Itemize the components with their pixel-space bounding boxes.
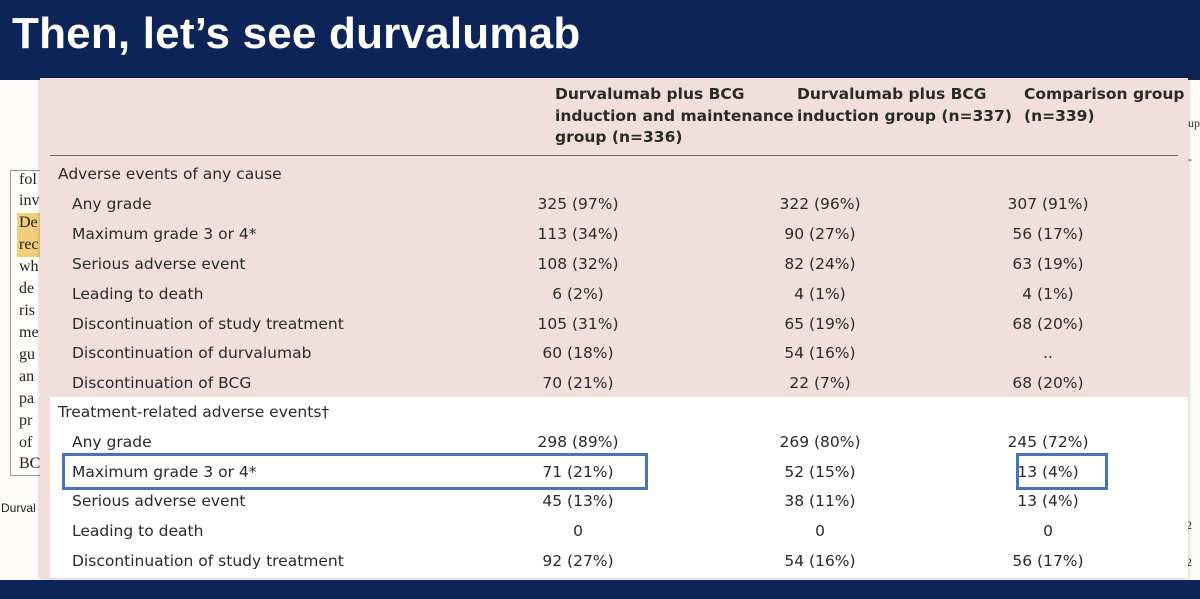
table-cell: 65 (19%) xyxy=(784,315,856,333)
column-header-induction-maintenance: Durvalumab plus BCG induction and mainte… xyxy=(555,84,794,149)
excerpt-fragment: of xyxy=(19,434,33,451)
row-label: Leading to death xyxy=(72,522,204,540)
table-cell: 68 (20%) xyxy=(1012,374,1084,392)
header-line: induction and maintenance xyxy=(555,106,794,125)
excerpt-fragment: an xyxy=(19,368,35,385)
table-cell: 82 (24%) xyxy=(784,255,856,273)
slide-bottom-bar xyxy=(0,580,1200,599)
table-cell: 4 (1%) xyxy=(794,285,846,303)
excerpt-fragment: gu xyxy=(19,346,35,363)
excerpt-fragment: de xyxy=(19,280,35,297)
background-figure-caption: Durval xyxy=(1,501,36,515)
excerpt-fragment: wh xyxy=(19,258,39,275)
table-cell: 92 (27%) xyxy=(542,552,614,570)
table-cell: 45 (13%) xyxy=(542,492,614,510)
row-label: Leading to death xyxy=(72,285,204,303)
excerpt-fragment: De xyxy=(19,214,38,231)
table-cell: 13 (4%) xyxy=(1017,463,1079,481)
table-cell: 4 (1%) xyxy=(1022,285,1074,303)
excerpt-fragment: pa xyxy=(19,390,35,407)
table-cell: .. xyxy=(1043,344,1053,362)
row-label: Serious adverse event xyxy=(72,492,246,510)
excerpt-fragment: BC xyxy=(19,455,41,472)
shaded-region xyxy=(40,78,1188,397)
slide-title-bar: Then, let’s see durvalumab xyxy=(0,0,1200,80)
table-cell: 0 xyxy=(573,522,583,540)
table-cell: 90 (27%) xyxy=(784,225,856,243)
table-cell: 113 (34%) xyxy=(537,225,619,243)
row-label: Maximum grade 3 or 4* xyxy=(72,463,257,481)
header-line: Durvalumab plus BCG xyxy=(797,85,987,103)
table-cell: 108 (32%) xyxy=(537,255,619,273)
excerpt-fragment: rec xyxy=(19,236,39,253)
row-label: Discontinuation of durvalumab xyxy=(72,344,312,362)
column-header-comparison: Comparison group (n=339) xyxy=(1024,84,1185,127)
row-label: Discontinuation of BCG xyxy=(72,374,252,392)
table-cell: 38 (11%) xyxy=(784,492,856,510)
row-label: Any grade xyxy=(72,433,152,451)
adverse-events-table: Durvalumab plus BCG induction and mainte… xyxy=(40,78,1188,578)
row-label: Discontinuation of study treatment xyxy=(72,552,344,570)
slide-title: Then, let’s see durvalumab xyxy=(12,9,581,58)
table-cell: 68 (20%) xyxy=(1012,315,1084,333)
highlight-box-grade-3-4-row xyxy=(62,453,648,490)
table-cell: 0 xyxy=(1043,522,1053,540)
header-line: Comparison group xyxy=(1024,85,1185,103)
excerpt-fragment: me xyxy=(19,324,39,341)
table-cell: 325 (97%) xyxy=(537,195,619,213)
header-line: induction group (n=337) xyxy=(797,106,1012,125)
header-line: Durvalumab plus BCG xyxy=(555,85,745,103)
excerpt-fragment: ris xyxy=(19,302,35,319)
table-cell: 56 (17%) xyxy=(1012,225,1084,243)
section-label-any-cause: Adverse events of any cause xyxy=(58,165,282,183)
table-cell: 56 (17%) xyxy=(1012,552,1084,570)
table-cell: 105 (31%) xyxy=(537,315,619,333)
header-divider xyxy=(50,155,1178,156)
excerpt-fragment: pr xyxy=(19,412,33,429)
table-cell: 269 (80%) xyxy=(779,433,861,451)
table-cell: 322 (96%) xyxy=(779,195,861,213)
column-header-induction: Durvalumab plus BCG induction group (n=3… xyxy=(797,84,1012,127)
table-cell: 60 (18%) xyxy=(542,344,614,362)
table-cell: 6 (2%) xyxy=(552,285,604,303)
table-cell: 71 (21%) xyxy=(542,463,614,481)
row-label: Maximum grade 3 or 4* xyxy=(72,225,257,243)
table-cell: 0 xyxy=(815,522,825,540)
table-cell: 54 (16%) xyxy=(784,552,856,570)
table-cell: 22 (7%) xyxy=(789,374,851,392)
header-line: (n=339) xyxy=(1024,106,1095,125)
row-label: Serious adverse event xyxy=(72,255,246,273)
table-cell: 63 (19%) xyxy=(1012,255,1084,273)
excerpt-fragment: fol xyxy=(19,171,37,188)
section-label-treatment-related: Treatment-related adverse events† xyxy=(58,403,330,421)
table-cell: 70 (21%) xyxy=(542,374,614,392)
table-cell: 245 (72%) xyxy=(1007,433,1089,451)
table-cell: 298 (89%) xyxy=(537,433,619,451)
table-cell: 52 (15%) xyxy=(784,463,856,481)
shaded-strip xyxy=(40,397,50,578)
table-cell: 13 (4%) xyxy=(1017,492,1079,510)
row-label: Discontinuation of study treatment xyxy=(72,315,344,333)
excerpt-fragment: inv xyxy=(19,192,40,209)
table-cell: 307 (91%) xyxy=(1007,195,1089,213)
table-cell: 54 (16%) xyxy=(784,344,856,362)
highlight-box-comparison-cell xyxy=(1016,453,1108,490)
row-label: Any grade xyxy=(72,195,152,213)
header-line: group (n=336) xyxy=(555,128,683,146)
